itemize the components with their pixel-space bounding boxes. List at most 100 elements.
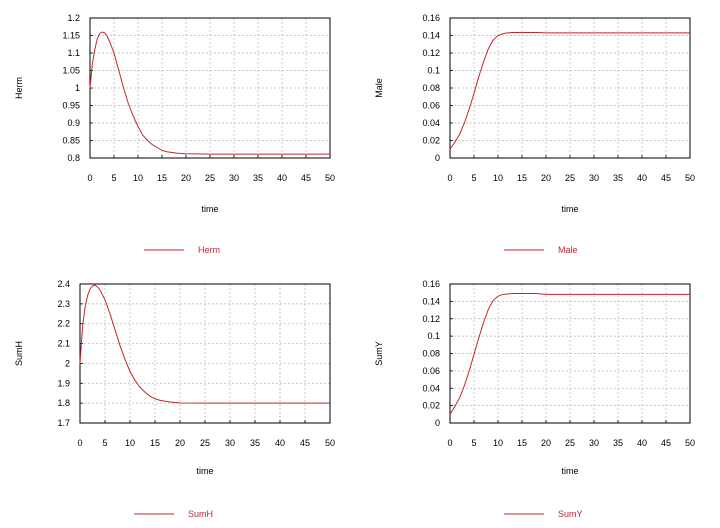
y-tick-label: 0 [435, 418, 440, 428]
x-tick-label: 10 [133, 173, 143, 183]
x-tick-label: 15 [517, 173, 527, 183]
x-tick-label: 20 [541, 173, 551, 183]
y-tick-label: 1.7 [57, 418, 70, 428]
x-tick-label: 5 [102, 438, 107, 448]
x-axis-label: time [561, 204, 578, 214]
x-tick-label: 15 [517, 438, 527, 448]
y-tick-label: 1 [75, 83, 80, 93]
legend-label: SumY [558, 509, 583, 519]
x-tick-label: 45 [661, 438, 671, 448]
y-axis-label: SumH [14, 341, 24, 366]
y-tick-label: 2.2 [57, 319, 70, 329]
x-tick-label: 10 [125, 438, 135, 448]
y-tick-label: 0.04 [422, 383, 440, 393]
chart-panel-sumh: 0 5 10 15 20 25 30 35 40 45 50 1.7 1.8 1.9 2 2.1 2.2 2.3 2… [14, 279, 335, 519]
legend-label: Herm [198, 245, 220, 255]
x-tick-label: 10 [493, 438, 503, 448]
x-axis-label: time [196, 466, 213, 476]
x-tick-label: 50 [325, 173, 335, 183]
chart-panel-male: 0 5 10 15 20 25 30 35 40 45 50 0 0.02 0.04 0.06 0.08 0.1… [374, 13, 695, 255]
x-tick-label: 40 [277, 173, 287, 183]
x-tick-label: 30 [589, 173, 599, 183]
y-tick-label: 2 [65, 358, 70, 368]
y-tick-label: 0.85 [62, 136, 80, 146]
x-tick-label: 0 [447, 173, 452, 183]
y-tick-label: 1.1 [67, 48, 80, 58]
x-tick-label: 35 [253, 173, 263, 183]
x-tick-label: 30 [589, 438, 599, 448]
x-tick-label: 45 [661, 173, 671, 183]
y-tick-label: 0.08 [422, 349, 440, 359]
x-tick-label: 45 [300, 438, 310, 448]
x-tick-label: 25 [200, 438, 210, 448]
y-tick-label: 1.8 [57, 398, 70, 408]
chart-panel-sumy: 0 5 10 15 20 25 30 35 40 45 50 0 0.02 0.04 0.06 0.08 0.1… [374, 279, 695, 519]
y-tick-label: 1.2 [67, 13, 80, 23]
x-tick-label: 50 [325, 438, 335, 448]
x-tick-label: 35 [613, 438, 623, 448]
y-tick-label: 0 [435, 153, 440, 163]
x-tick-label: 45 [301, 173, 311, 183]
x-tick-label: 35 [613, 173, 623, 183]
plot-border [79, 283, 331, 424]
series-line-sumh [79, 284, 330, 404]
y-tick-label: 0.9 [67, 118, 80, 128]
x-tick-label: 5 [111, 173, 116, 183]
legend-label: SumH [188, 509, 213, 519]
y-tick-label: 0.14 [422, 296, 440, 306]
x-tick-label: 0 [447, 438, 452, 448]
y-axis-label: Herm [14, 77, 24, 99]
x-tick-label: 50 [685, 438, 695, 448]
y-tick-label: 0.1 [427, 66, 440, 76]
x-tick-label: 25 [565, 438, 575, 448]
y-tick-label: 2.4 [57, 279, 70, 289]
y-tick-label: 0.02 [422, 401, 440, 411]
y-axis-label: Male [374, 78, 384, 98]
plot-border [449, 283, 691, 424]
x-tick-label: 25 [565, 173, 575, 183]
x-tick-label: 20 [175, 438, 185, 448]
y-tick-label: 0.16 [422, 13, 440, 23]
chart-panel-herm: 0 5 10 15 20 25 30 35 40 45 50 0.8 0.85 0.9 0.95 1 1.05 1… [14, 13, 335, 255]
legend-label: Male [558, 245, 578, 255]
y-axis-label: SumY [374, 341, 384, 366]
y-tick-label: 1.05 [62, 66, 80, 76]
y-tick-label: 0.08 [422, 83, 440, 93]
x-tick-label: 30 [229, 173, 239, 183]
x-tick-label: 5 [471, 438, 476, 448]
y-tick-label: 0.12 [422, 48, 440, 58]
y-tick-label: 2.3 [57, 299, 70, 309]
y-tick-label: 2.1 [57, 339, 70, 349]
x-tick-label: 40 [637, 438, 647, 448]
y-tick-label: 0.06 [422, 101, 440, 111]
y-tick-label: 0.06 [422, 366, 440, 376]
series-line-herm [89, 31, 330, 155]
y-tick-label: 0.12 [422, 314, 440, 324]
y-tick-label: 0.14 [422, 31, 440, 41]
x-tick-label: 30 [225, 438, 235, 448]
series-line-male [449, 31, 690, 150]
x-tick-label: 25 [205, 173, 215, 183]
y-tick-label: 1.9 [57, 378, 70, 388]
x-tick-label: 20 [181, 173, 191, 183]
series-line-sumy [449, 293, 690, 415]
x-tick-label: 0 [77, 438, 82, 448]
y-tick-label: 0.95 [62, 101, 80, 111]
x-tick-label: 15 [150, 438, 160, 448]
y-tick-label: 0.04 [422, 118, 440, 128]
y-tick-label: 1.15 [62, 31, 80, 41]
x-tick-label: 5 [471, 173, 476, 183]
x-axis-label: time [201, 204, 218, 214]
x-tick-label: 50 [685, 173, 695, 183]
x-tick-label: 20 [541, 438, 551, 448]
x-axis-label: time [561, 466, 578, 476]
y-tick-label: 0.16 [422, 279, 440, 289]
y-tick-label: 0.1 [427, 331, 440, 341]
x-tick-label: 0 [87, 173, 92, 183]
x-tick-label: 40 [637, 173, 647, 183]
x-tick-label: 10 [493, 173, 503, 183]
y-tick-label: 0.02 [422, 136, 440, 146]
x-tick-label: 40 [275, 438, 285, 448]
plot-border [449, 17, 691, 159]
